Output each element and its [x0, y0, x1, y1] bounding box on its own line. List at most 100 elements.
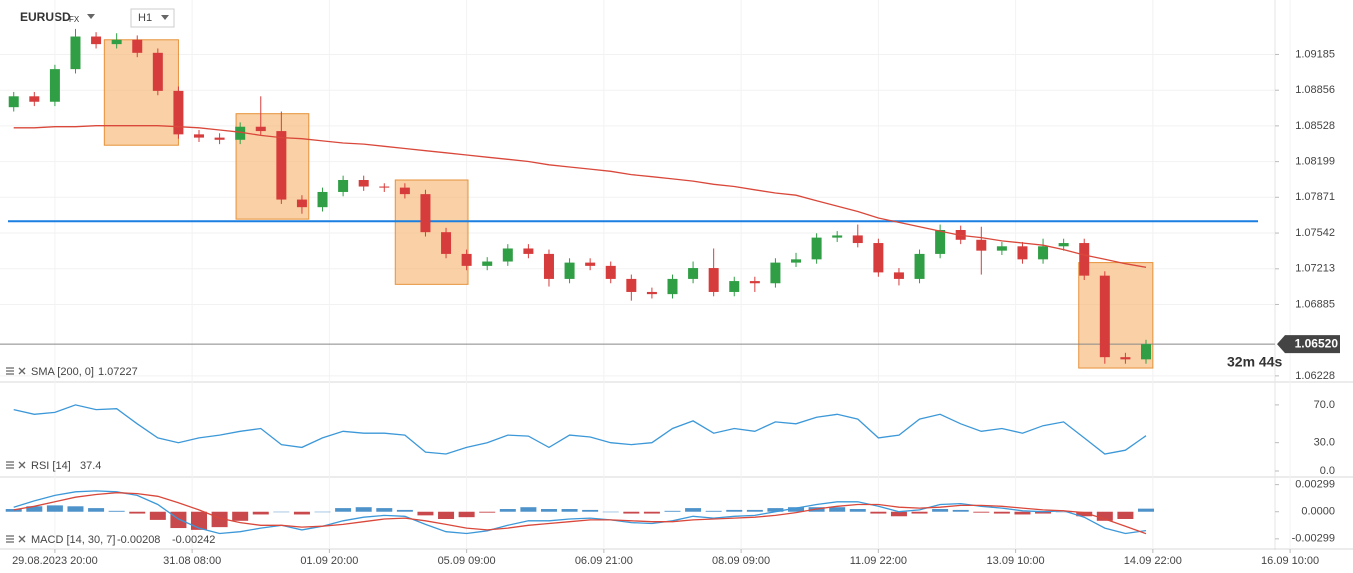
candle-body: [873, 243, 884, 273]
x-tick-label: 14.09 22:00: [1124, 555, 1182, 567]
panel-menu-icon: [6, 367, 14, 375]
price-label: 1.06520: [1295, 336, 1339, 350]
x-tick-label: 16.09 10:00: [1261, 555, 1319, 567]
histogram-bar: [1117, 511, 1134, 519]
histogram-bar: [993, 511, 1010, 514]
histogram-bar: [1076, 511, 1093, 517]
histogram-bar: [643, 511, 660, 514]
x-tick-label: 29.08.2023 20:00: [12, 555, 98, 567]
indicator-value: 1.07227: [98, 366, 138, 378]
y-tick-label: 0.00299: [1295, 479, 1335, 491]
zone: [1078, 262, 1154, 369]
histogram-bar: [870, 511, 887, 514]
timeframe-dropdown[interactable]: [161, 15, 169, 20]
histogram-bar: [582, 509, 599, 512]
countdown: 32m 44s: [1227, 354, 1282, 370]
histogram-bar: [499, 509, 516, 512]
y-tick-label: -0.00299: [1292, 533, 1335, 545]
histogram-bar: [129, 511, 146, 514]
candle-body: [729, 281, 740, 292]
candle-body: [976, 239, 987, 251]
histogram-bar: [952, 509, 969, 512]
histogram-bar: [5, 509, 22, 512]
candle-body: [111, 39, 122, 45]
indicator-legend: MACD [14, 30, 7]: [31, 534, 115, 546]
histogram-bar: [417, 511, 434, 516]
candle-body: [276, 131, 287, 200]
candle-body: [1099, 275, 1110, 358]
histogram-bar: [1096, 511, 1113, 521]
histogram-bar: [705, 510, 722, 512]
candle-body: [1120, 357, 1131, 360]
timeframe[interactable]: H1: [138, 12, 152, 24]
candle-body: [255, 126, 266, 132]
histogram-bar: [849, 509, 866, 512]
x-tick-label: 08.09 09:00: [712, 555, 770, 567]
histogram-bar: [1055, 511, 1072, 513]
candle-body: [791, 259, 802, 263]
candle-body: [338, 180, 349, 192]
panel-menu-icon: [6, 461, 14, 469]
candle-body: [688, 268, 699, 279]
x-tick-label: 06.09 21:00: [575, 555, 633, 567]
histogram-bar: [479, 511, 496, 513]
indicator-value: -0.00242: [172, 534, 215, 546]
y-tick-label: 1.08856: [1295, 84, 1335, 96]
histogram-bar: [149, 511, 166, 520]
histogram-bar: [232, 511, 249, 521]
sma-line: [13, 125, 1147, 268]
candle-body: [379, 186, 390, 188]
histogram-bar: [211, 511, 228, 528]
y-tick-label: 30.0: [1314, 437, 1335, 449]
histogram-bar: [561, 509, 578, 512]
histogram-bar: [932, 509, 949, 512]
candle-body: [914, 253, 925, 279]
histogram-bar: [540, 509, 557, 512]
histogram-bar: [664, 510, 681, 512]
histogram-bar: [293, 511, 310, 515]
histogram-bar: [520, 507, 537, 512]
panel-menu-icon: [6, 535, 14, 543]
macd-line: [13, 492, 1147, 535]
timeframe-box[interactable]: [130, 8, 175, 28]
price-label-box: [1277, 335, 1340, 354]
y-tick-label: 0.0: [1320, 465, 1335, 477]
candle-body: [49, 69, 60, 102]
x-tick-label: 13.09 10:00: [987, 555, 1045, 567]
histogram-bar: [458, 511, 475, 518]
x-tick-label: 01.09 20:00: [300, 555, 358, 567]
histogram-bar: [746, 509, 763, 512]
candle-body: [667, 278, 678, 295]
candle-body: [852, 235, 863, 244]
histogram-bar: [767, 508, 784, 512]
candle-body: [605, 265, 616, 279]
candle-body: [8, 96, 19, 108]
panel-close-icon: [18, 535, 26, 543]
y-tick-label: 1.07871: [1295, 191, 1335, 203]
histogram-bar: [685, 508, 702, 512]
histogram-bar: [623, 511, 640, 514]
zone: [103, 39, 179, 146]
histogram-bar: [726, 509, 743, 512]
candle-body: [70, 36, 81, 70]
candle-body: [29, 96, 40, 102]
candle-body: [832, 235, 843, 238]
candle-body: [132, 39, 143, 53]
candle-body: [173, 90, 184, 135]
candle-body: [441, 232, 452, 254]
candle-body: [935, 230, 946, 254]
candle-body: [1038, 246, 1049, 260]
candle-body: [152, 52, 163, 91]
symbol[interactable]: EURUSD: [20, 10, 71, 24]
candle-body: [214, 137, 225, 140]
histogram-bar: [191, 511, 208, 530]
candle-body: [1017, 246, 1028, 260]
y-tick-label: 1.07213: [1295, 263, 1335, 275]
candle-body: [811, 237, 822, 260]
y-tick-label: 1.09185: [1295, 48, 1335, 60]
x-tick-label: 05.09 09:00: [438, 555, 496, 567]
symbol-dropdown[interactable]: [87, 14, 95, 19]
histogram-bar: [26, 506, 43, 512]
histogram-bar: [170, 511, 187, 529]
